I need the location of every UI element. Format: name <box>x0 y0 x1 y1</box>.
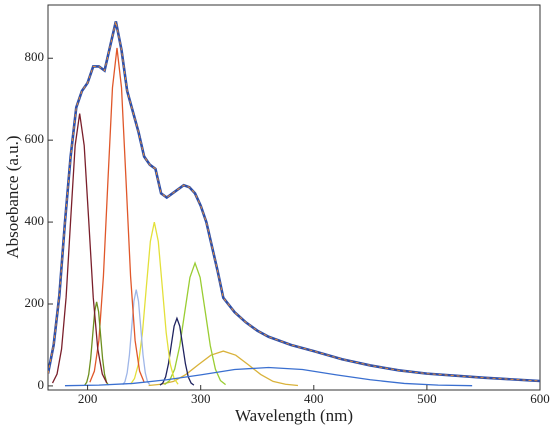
x-tick-label: 300 <box>191 391 211 406</box>
total-line-overlay <box>48 21 540 382</box>
plot-frame <box>47 4 541 391</box>
y-tick-label: 0 <box>38 377 45 392</box>
component-line <box>164 261 226 386</box>
x-tick-label: 200 <box>78 391 98 406</box>
y-tick-label: 400 <box>25 213 45 228</box>
y-axis-title: Absoebance (a.u.) <box>3 135 22 258</box>
y-tick-label: 600 <box>25 131 45 146</box>
component-line <box>148 350 299 387</box>
x-tick-label: 400 <box>304 391 324 406</box>
component-line <box>51 113 108 384</box>
x-tick-label: 500 <box>417 391 437 406</box>
y-tick-label: 800 <box>25 49 45 64</box>
component-line <box>89 47 145 383</box>
component-line <box>64 366 473 387</box>
component-line <box>122 289 151 386</box>
y-tick-label: 200 <box>25 295 45 310</box>
x-tick-label: 600 <box>530 391 550 406</box>
component-line <box>159 316 195 386</box>
x-axis-title: Wavelength (nm) <box>235 406 353 425</box>
series-layer <box>48 21 540 387</box>
component-line <box>84 301 110 386</box>
total-line <box>48 21 540 383</box>
